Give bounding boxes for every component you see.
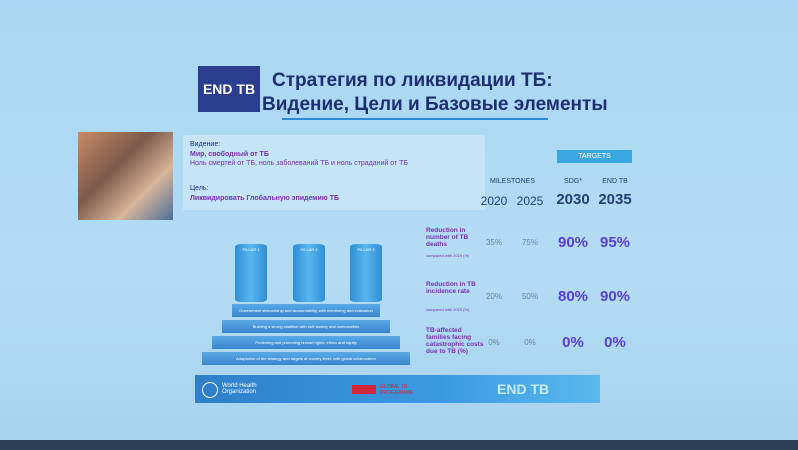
target-group: END TB [602,178,628,185]
pillar: PILLAR 2 [293,244,325,302]
vision-box [183,135,485,210]
cell-value: 20% [485,292,502,301]
cell-value: 0% [524,338,536,347]
principle-step: Building a strong coalition with civil s… [222,320,390,333]
pillar: PILLAR 1 [235,244,267,302]
programme-text: GLOBAL TB PROGRAMME [380,384,414,396]
underline [282,118,548,120]
target-group: SDG* [564,178,582,185]
row-label: Reduction in TB incidence rate [426,281,476,295]
year: 2030 [556,191,590,208]
vision-text: Ноль смертей от ТБ, ноль заболеваний ТБ … [190,160,409,167]
cell-value: 50% [521,292,538,301]
year: 2020 [480,194,508,208]
cell-value: 0% [562,334,584,351]
vision-label: Видение: [190,141,221,148]
principle-step: Protecting and promoting human rights, e… [212,336,400,349]
pillar: PILLAR 3 [350,244,382,302]
cell-value: 75% [521,238,538,247]
goal-label: Цель: [190,185,209,192]
vision-headline: Мир, свободный от ТБ [190,151,269,158]
goal-text: Ликвидировать Глобальную эпидемию ТБ [190,195,340,202]
year: 2025 [516,194,544,208]
programme-icon [352,385,376,394]
title-line: Видение, Цели и Базовые элементы [262,94,608,115]
row-note: compared with 2015 (%) [426,253,470,258]
targets-header: TARGETS [557,150,632,163]
photo [78,132,173,220]
logo: END TB [198,66,260,112]
cell-value: 80% [557,288,589,305]
screen-edge [0,440,798,450]
who-text: World Health Organization [222,383,257,395]
cell-value: 95% [599,234,631,251]
cell-value: 0% [604,334,626,351]
who-emblem [202,382,218,398]
cell-value: 0% [488,338,500,347]
principle-step: Government stewardship and accountabilit… [232,304,380,317]
principle-step: Adaptation of the strategy and targets a… [202,352,410,365]
cell-value: 90% [599,288,631,305]
pyramid: Government stewardship and accountabilit… [202,300,410,370]
year: 2035 [598,191,632,208]
title-line: Стратегия по ликвидации ТБ: [272,70,553,91]
row-label: TB-affected families facing catastrophic… [426,327,484,355]
milestones-header: MILESTONES [490,178,535,185]
footer-logo: END TB [497,381,550,397]
footer-bar [195,375,600,403]
cell-value: 90% [557,234,589,251]
row-note: compared with 2015 (%) [426,307,470,312]
cell-value: 35% [485,238,502,247]
row-label: Reduction in number of TB deaths [426,227,469,248]
